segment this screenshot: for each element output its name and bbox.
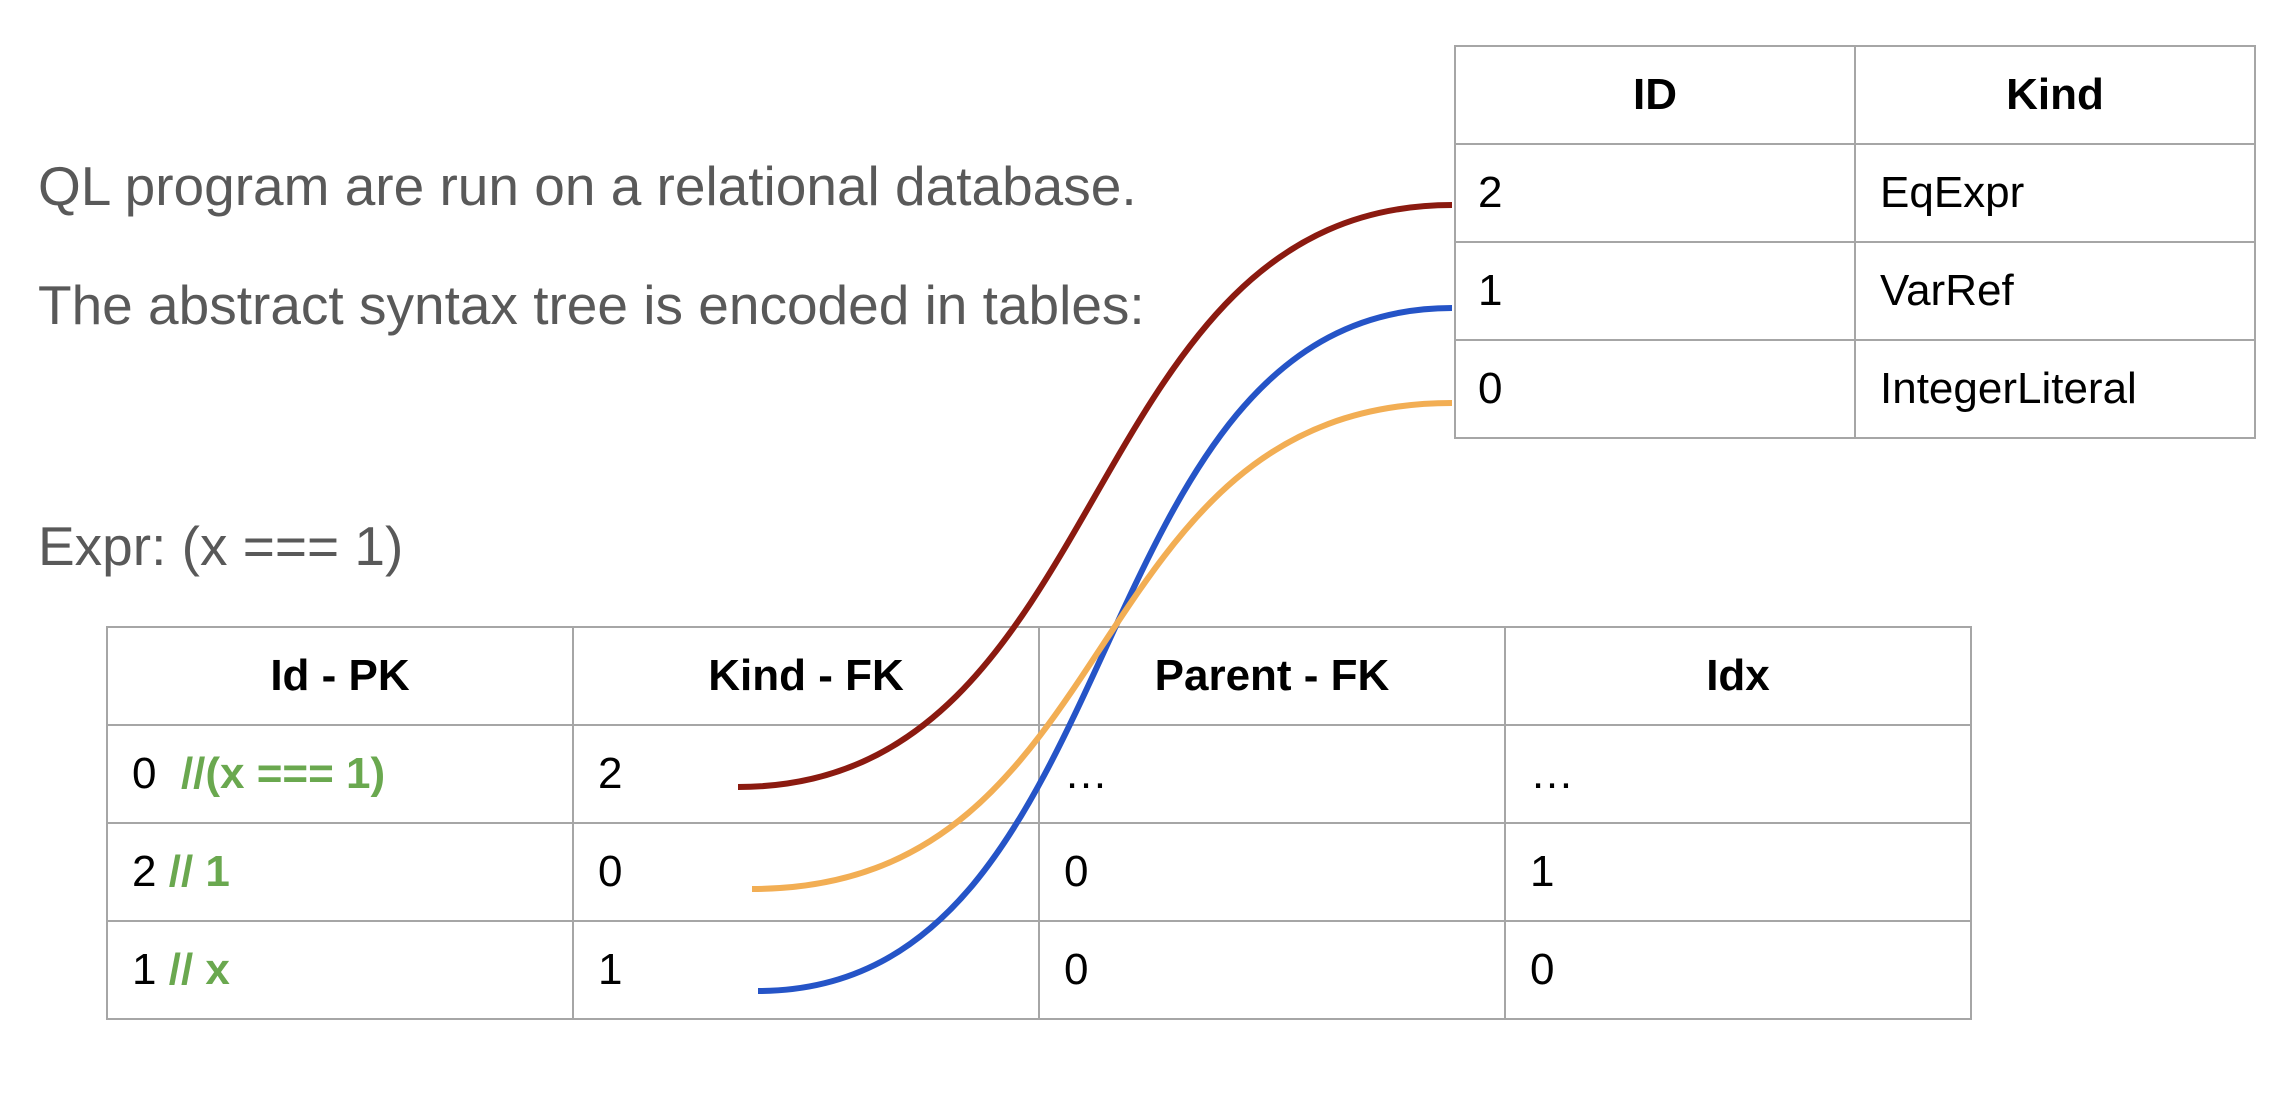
expr-table-row: 0 //(x === 1) 2 … …: [106, 724, 1972, 824]
expr-table-row: 2 // 1 0 0 1: [106, 822, 1972, 922]
kind-table-header-kind: Kind: [1854, 45, 2256, 145]
expr-id-value: 2: [132, 847, 157, 896]
kind-table-cell-kind: VarRef: [1854, 241, 2256, 341]
expr-table-cell-id: 2 // 1: [106, 822, 574, 922]
kind-table-cell-id: 2: [1454, 143, 1856, 243]
expr-table-cell-idx: 0: [1504, 920, 1972, 1020]
expr-table-cell-kind: 0: [572, 822, 1040, 922]
expr-table-cell-idx: 1: [1504, 822, 1972, 922]
expr-table-header-parent: Parent - FK: [1038, 626, 1506, 726]
intro-line-1: QL program are run on a relational datab…: [38, 155, 1137, 217]
expr-table-cell-idx: …: [1504, 724, 1972, 824]
kind-table-header-row: ID Kind: [1454, 45, 2256, 145]
expr-table-header-idx: Idx: [1504, 626, 1972, 726]
expr-table-header-kind: Kind - FK: [572, 626, 1040, 726]
expr-table-cell-parent: 0: [1038, 920, 1506, 1020]
expr-id-value: 1: [132, 945, 157, 994]
kind-table-header-id: ID: [1454, 45, 1856, 145]
expr-id-comment: //(x === 1): [180, 749, 386, 798]
expr-id-value: 0: [132, 749, 157, 798]
expression-label: Expr: (x === 1): [38, 515, 404, 577]
expr-table-cell-parent: 0: [1038, 822, 1506, 922]
expr-table-cell-kind: 1: [572, 920, 1040, 1020]
expr-id-comment: // 1: [168, 847, 230, 896]
kind-table: ID Kind 2 EqExpr 1 VarRef 0 IntegerLiter…: [1454, 45, 2256, 439]
expr-table-header-row: Id - PK Kind - FK Parent - FK Idx: [106, 626, 1972, 726]
expr-table-cell-id: 1 // x: [106, 920, 574, 1020]
kind-table-cell-id: 1: [1454, 241, 1856, 341]
kind-table-row: 2 EqExpr: [1454, 143, 2256, 243]
expr-table-row: 1 // x 1 0 0: [106, 920, 1972, 1020]
kind-table-row: 0 IntegerLiteral: [1454, 339, 2256, 439]
kind-table-cell-kind: EqExpr: [1854, 143, 2256, 243]
expr-table: Id - PK Kind - FK Parent - FK Idx 0 //(x…: [106, 626, 1972, 1020]
kind-table-cell-kind: IntegerLiteral: [1854, 339, 2256, 439]
expr-table-header-id: Id - PK: [106, 626, 574, 726]
kind-table-row: 1 VarRef: [1454, 241, 2256, 341]
expr-table-cell-kind: 2: [572, 724, 1040, 824]
intro-line-2: The abstract syntax tree is encoded in t…: [38, 274, 1145, 336]
kind-table-cell-id: 0: [1454, 339, 1856, 439]
expr-table-cell-parent: …: [1038, 724, 1506, 824]
expr-id-comment: // x: [168, 945, 230, 994]
expr-table-cell-id: 0 //(x === 1): [106, 724, 574, 824]
